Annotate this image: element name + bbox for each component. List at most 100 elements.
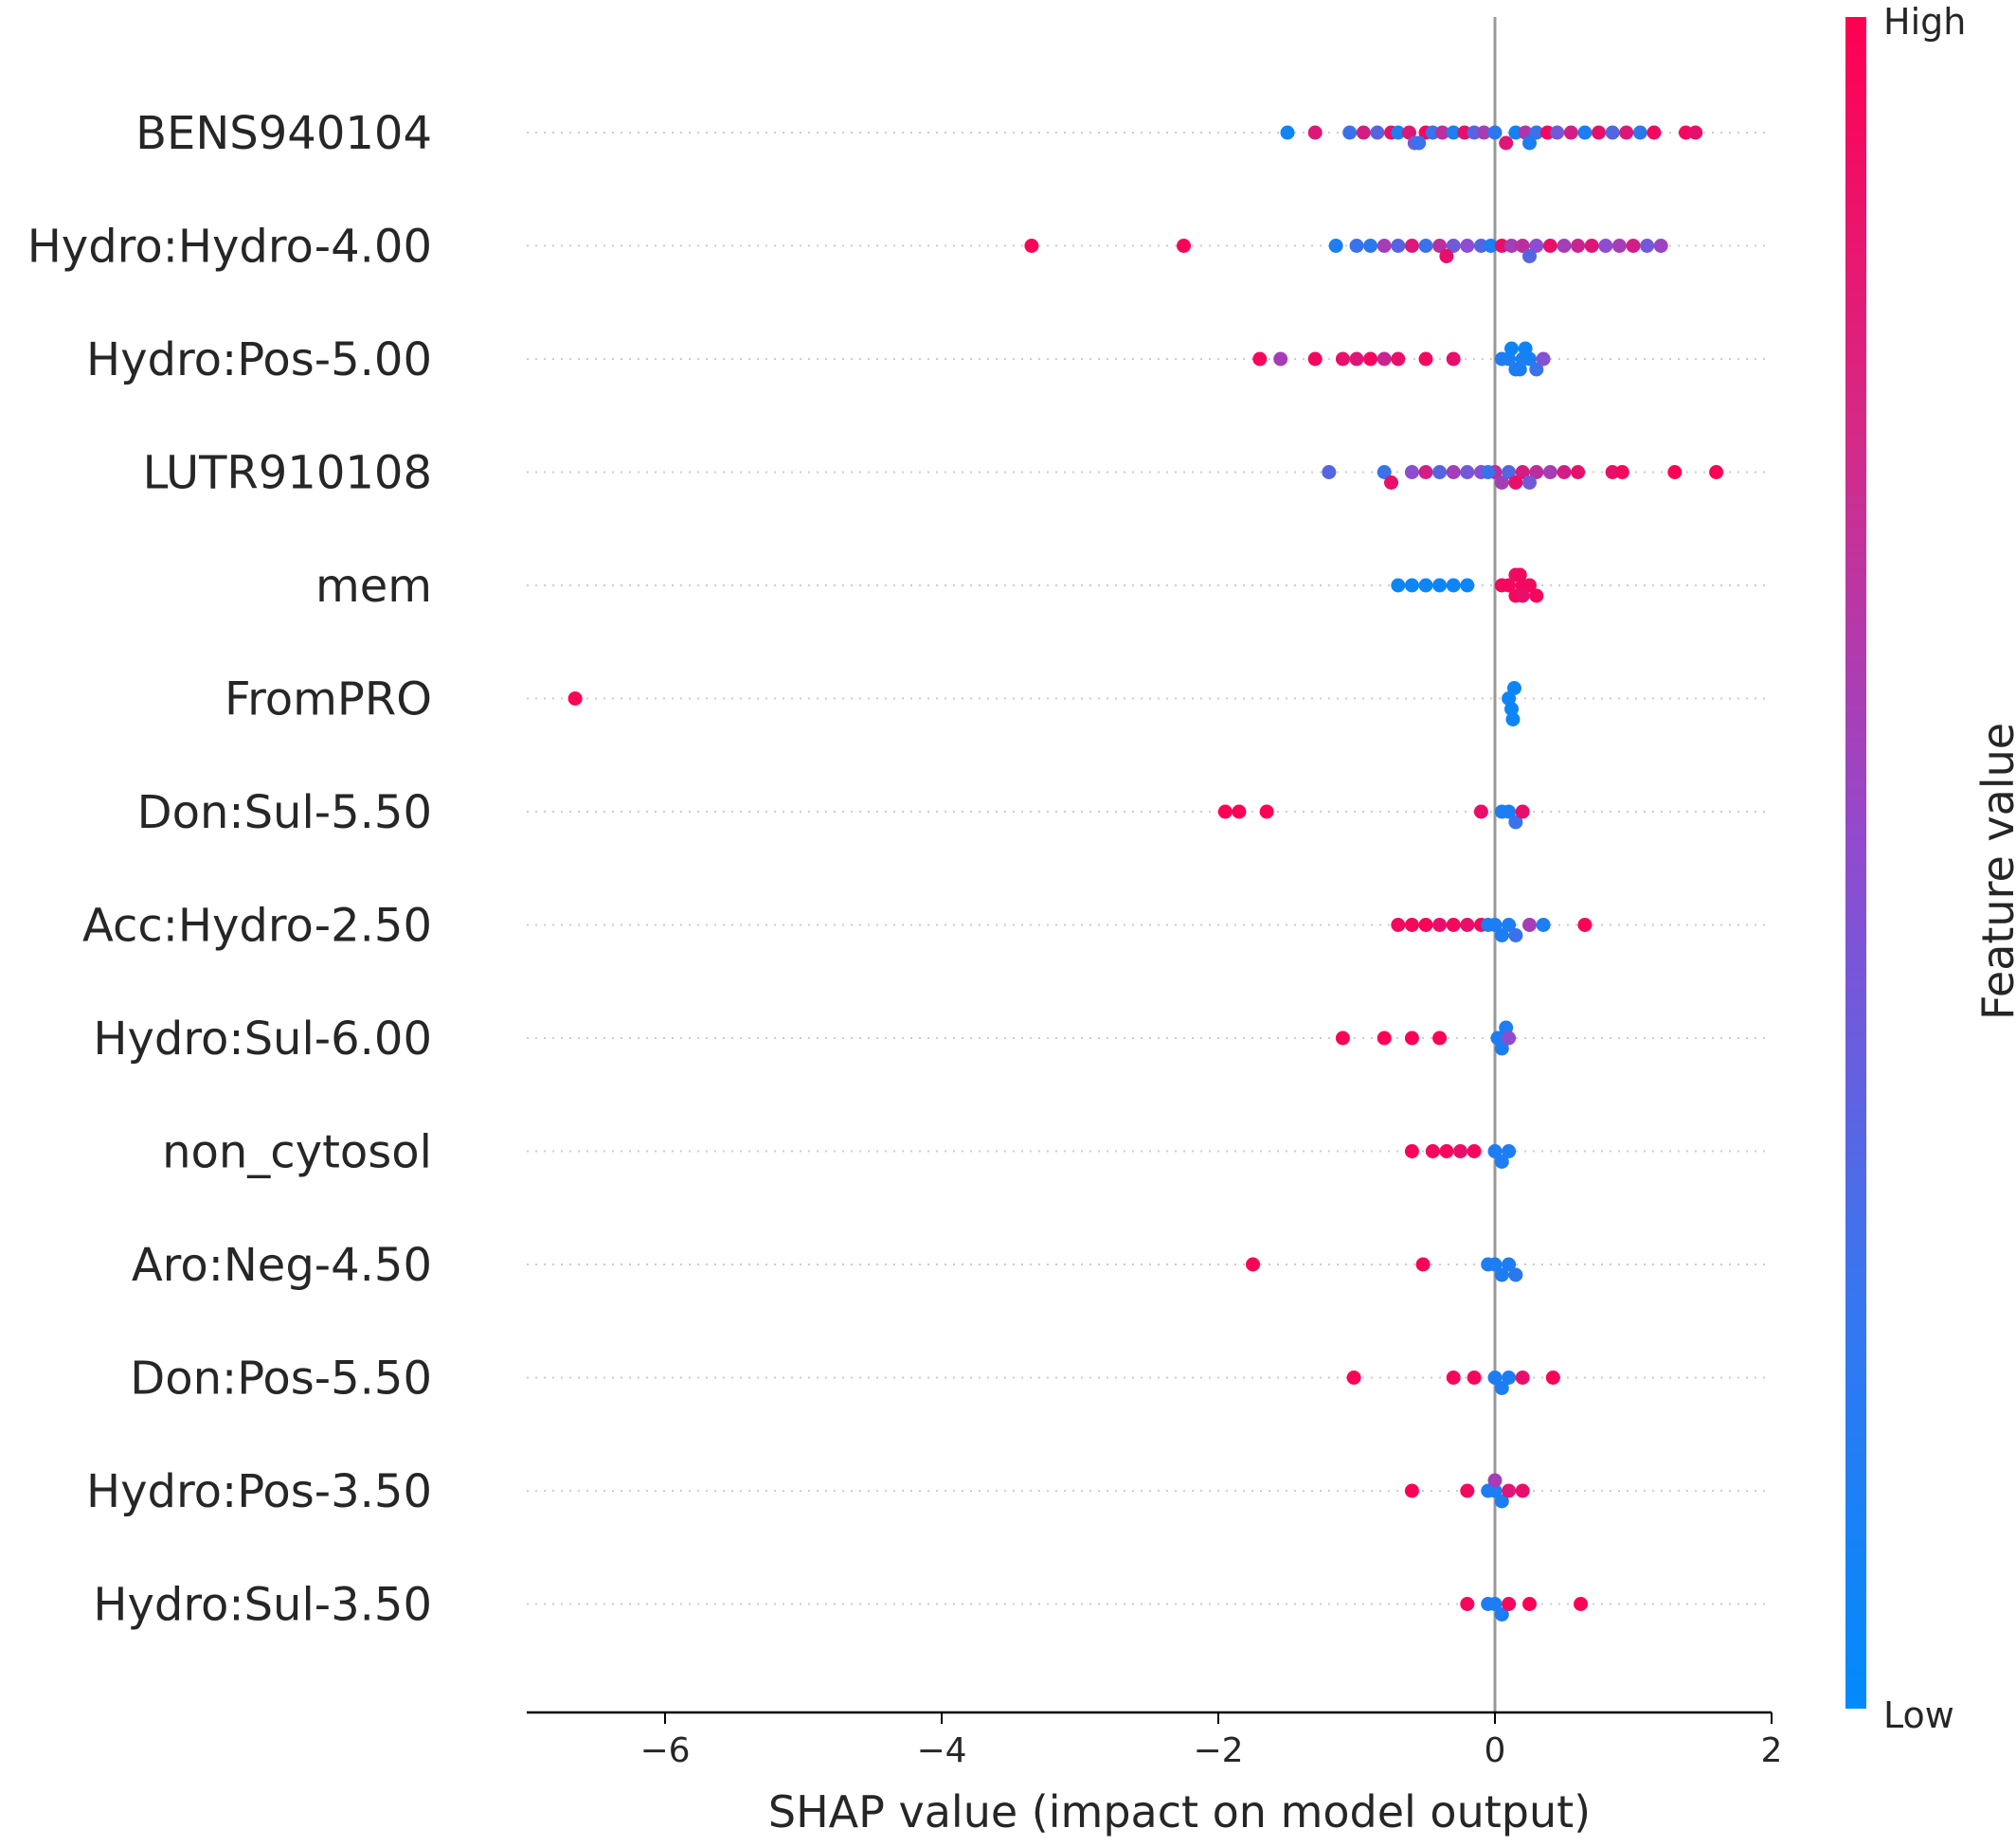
shap-point (1404, 578, 1419, 593)
shap-point (1502, 1371, 1517, 1385)
shap-point (1460, 465, 1475, 479)
shap-point (1499, 135, 1514, 151)
shap-point (1432, 465, 1448, 479)
shap-point (1529, 239, 1544, 253)
colorbar-high-label: High (1883, 1, 1966, 43)
colorbar-gradient (1845, 17, 1866, 1709)
shap-point (1487, 1473, 1503, 1488)
x-ticks: −6 −4 −2 0 2 (639, 1712, 1782, 1770)
shap-point (1502, 1144, 1517, 1158)
shap-point (1446, 1371, 1461, 1385)
shap-point (1432, 578, 1448, 593)
shap-point (1577, 918, 1593, 932)
shap-point (1404, 1031, 1419, 1046)
shap-point (1542, 465, 1557, 479)
shap-point (1502, 1257, 1517, 1272)
shap-point (1508, 475, 1523, 490)
shap-point (1487, 1371, 1503, 1385)
shap-point (1577, 125, 1593, 140)
shap-point (1481, 465, 1496, 479)
feature-labels: BENS940104 Hydro:Hydro-4.00 Hydro:Pos-5.00… (27, 107, 432, 1632)
shap-point (1518, 341, 1533, 356)
shap-point (1356, 125, 1371, 140)
shap-point (1446, 239, 1461, 253)
data-points (567, 125, 1724, 1622)
shap-point (1502, 1483, 1517, 1498)
feature-label: Aro:Neg-4.50 (132, 1239, 432, 1292)
shap-point (1494, 928, 1509, 942)
shap-point (1404, 465, 1419, 479)
shap-point (1571, 239, 1586, 253)
shap-point (1418, 918, 1433, 932)
shap-point (1508, 1267, 1523, 1282)
shap-point (1246, 1257, 1260, 1272)
shap-point (1688, 125, 1703, 140)
shap-point (1504, 702, 1520, 716)
shap-point (1504, 239, 1520, 253)
shap-point (1335, 351, 1350, 367)
shap-point (1391, 125, 1406, 140)
shap-point (1487, 1257, 1503, 1272)
shap-point (1487, 1144, 1503, 1158)
feature-label: mem (315, 560, 432, 613)
shap-point (1446, 578, 1461, 593)
feature-label: Hydro:Pos-3.50 (86, 1465, 432, 1518)
shap-point (1415, 1257, 1431, 1272)
colorbar-title: Feature value (1972, 723, 2016, 1020)
shap-point (1404, 918, 1419, 932)
colorbar-low-label: Low (1883, 1694, 1954, 1736)
shap-point (1545, 1371, 1560, 1385)
shap-point (1522, 135, 1537, 151)
shap-point (1467, 1144, 1482, 1158)
shap-point (1529, 588, 1544, 603)
shap-point (1432, 239, 1448, 253)
shap-point (1515, 588, 1530, 603)
feature-label: Don:Pos-5.50 (130, 1353, 432, 1406)
shap-point (1363, 351, 1378, 367)
shap-point (567, 691, 583, 706)
shap-point (1512, 362, 1527, 377)
shap-point (1439, 249, 1454, 263)
shap-point (1529, 465, 1544, 479)
shap-point (1418, 351, 1433, 367)
shap-point (1632, 125, 1647, 140)
shap-point (1384, 475, 1398, 490)
shap-point (1522, 578, 1537, 593)
shap-point (1377, 465, 1392, 479)
shap-point (1460, 1483, 1475, 1498)
shap-point (1494, 1267, 1509, 1282)
shap-point (1446, 918, 1461, 932)
shap-point (1647, 125, 1662, 140)
shap-point (1502, 918, 1517, 932)
shap-point (1473, 804, 1488, 819)
shap-point (1259, 804, 1274, 819)
shap-point (1307, 125, 1323, 140)
shap-point (1273, 351, 1288, 367)
shap-point (1446, 465, 1461, 479)
shap-point (1487, 125, 1503, 140)
shap-point (1536, 351, 1551, 367)
shap-point (1322, 465, 1337, 479)
shap-point (1439, 1144, 1454, 1158)
shap-point (1487, 918, 1503, 932)
shap-point (1418, 239, 1433, 253)
shap-point (1412, 135, 1427, 151)
shap-point (1404, 1483, 1419, 1498)
feature-label: non_cytosol (162, 1126, 432, 1179)
shap-point (1502, 578, 1517, 593)
shap-point (1512, 567, 1527, 582)
shap-point (1377, 351, 1392, 367)
shap-point (1574, 1597, 1589, 1611)
shap-point (1404, 1144, 1419, 1158)
shap-point (1667, 465, 1683, 479)
feature-label: Hydro:Hydro-4.00 (27, 221, 432, 274)
shap-point (1460, 578, 1475, 593)
x-tick-label: 2 (1761, 1731, 1783, 1770)
shap-point (1280, 125, 1295, 140)
shap-point (1217, 804, 1233, 819)
shap-point (1584, 239, 1599, 253)
x-tick-label: −6 (639, 1731, 690, 1770)
shap-point (1252, 351, 1268, 367)
shap-point (1529, 362, 1544, 377)
